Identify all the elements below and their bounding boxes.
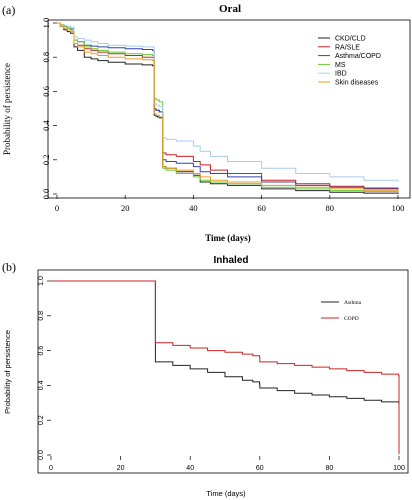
- x-axis-label: Time (days): [205, 233, 251, 243]
- series-line-skin-diseases: [57, 22, 399, 192]
- legend-label: CKD/CLD: [335, 36, 366, 43]
- y-tick-label: 0.6: [41, 86, 51, 97]
- legend-label: RA/SLE: [335, 44, 360, 51]
- x-axis-label: Time (days): [206, 489, 246, 498]
- x-tick-label: 40: [186, 465, 194, 472]
- legend-label: Asthma/COPD: [335, 53, 381, 60]
- plot-frame: [37, 269, 409, 474]
- legend-label: Asthma: [344, 300, 362, 306]
- y-tick-label: 0.0: [38, 450, 45, 460]
- plot-frame: [47, 19, 411, 199]
- series-line-asthma: [51, 280, 400, 455]
- x-tick-label: 80: [326, 203, 335, 213]
- y-tick-label: 0.4: [38, 380, 45, 390]
- y-tick-label: 1.0: [38, 276, 45, 286]
- y-tick-label: 0.8: [41, 52, 51, 63]
- chart-panel-oral: (a) Oral 0.0 0.2 0.4 0.6 0.8 1.0 0 20 40 60 80 100…: [2, 3, 411, 243]
- y-tick-label: 1.0: [41, 18, 51, 29]
- series-line-copd: [51, 280, 400, 455]
- series-line-ibd: [57, 22, 399, 182]
- y-axis-label: Probability of persistence: [2, 63, 12, 155]
- y-tick-label: 0.0: [41, 189, 51, 200]
- y-tick-label: 0.2: [41, 154, 51, 165]
- y-axis-label: Probability of persistence: [3, 330, 12, 414]
- x-tick-label: 0: [55, 203, 59, 213]
- x-tick-label: 0: [49, 465, 53, 472]
- y-tick-label: 0.4: [41, 120, 51, 131]
- legend: Asthma COPD: [321, 300, 362, 322]
- x-tick-label: 20: [121, 203, 130, 213]
- x-tick-label: 20: [117, 465, 125, 472]
- chart-title: Inhaled: [213, 255, 248, 266]
- x-tick-label: 60: [256, 465, 264, 472]
- x-tick-label: 100: [392, 203, 405, 213]
- legend-label: MS: [335, 62, 346, 69]
- chart-panel-inhaled: (b) Inhaled 0.0 0.2 0.4 0.6 0.8 1.0 0 20 40 60 80…: [2, 255, 409, 498]
- y-tick-label: 0.2: [38, 415, 45, 425]
- x-tick-label: 60: [257, 203, 266, 213]
- x-tick-label: 40: [189, 203, 198, 213]
- y-tick-label: 0.8: [38, 311, 45, 321]
- panel-label: (a): [2, 3, 15, 17]
- x-tick-label: 100: [393, 465, 405, 472]
- legend-label: IBD: [335, 71, 347, 78]
- panel-label: (b): [2, 260, 16, 274]
- chart-title: Oral: [219, 3, 241, 15]
- y-tick-label: 0.6: [38, 346, 45, 356]
- legend-label: Skin diseases: [335, 80, 379, 87]
- x-tick-label: 80: [326, 465, 334, 472]
- legend-label: COPD: [344, 316, 359, 322]
